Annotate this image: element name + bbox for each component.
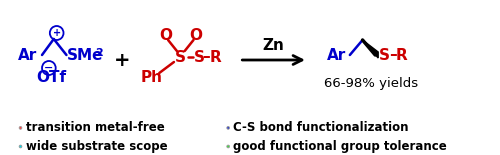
Text: OTf: OTf [36,69,66,84]
Text: 2: 2 [95,48,102,58]
Text: Ar: Ar [328,47,346,62]
Text: −: − [44,63,54,73]
Text: wide substrate scope: wide substrate scope [26,140,168,153]
Text: S: S [176,49,186,64]
Text: +: + [52,28,60,38]
Text: S: S [194,49,204,64]
Text: –: – [202,49,210,64]
Text: S: S [379,47,390,62]
Polygon shape [362,40,378,58]
Text: SMe: SMe [66,47,103,62]
Text: R: R [209,49,221,64]
Text: R: R [396,47,407,62]
Text: 66-98% yields: 66-98% yields [324,77,418,89]
Text: Ph: Ph [140,69,162,84]
Circle shape [19,145,22,148]
Circle shape [227,145,230,148]
Text: O: O [189,27,202,42]
Text: +: + [114,51,130,69]
Text: –: – [389,47,396,62]
Text: transition metal-free: transition metal-free [26,121,164,134]
Text: good functional group tolerance: good functional group tolerance [234,140,447,153]
Text: Ar: Ar [18,47,37,62]
Text: O: O [160,27,172,42]
Circle shape [19,126,22,129]
Text: C-S bond functionalization: C-S bond functionalization [234,121,409,134]
Circle shape [227,126,230,129]
Text: Zn: Zn [262,38,284,53]
